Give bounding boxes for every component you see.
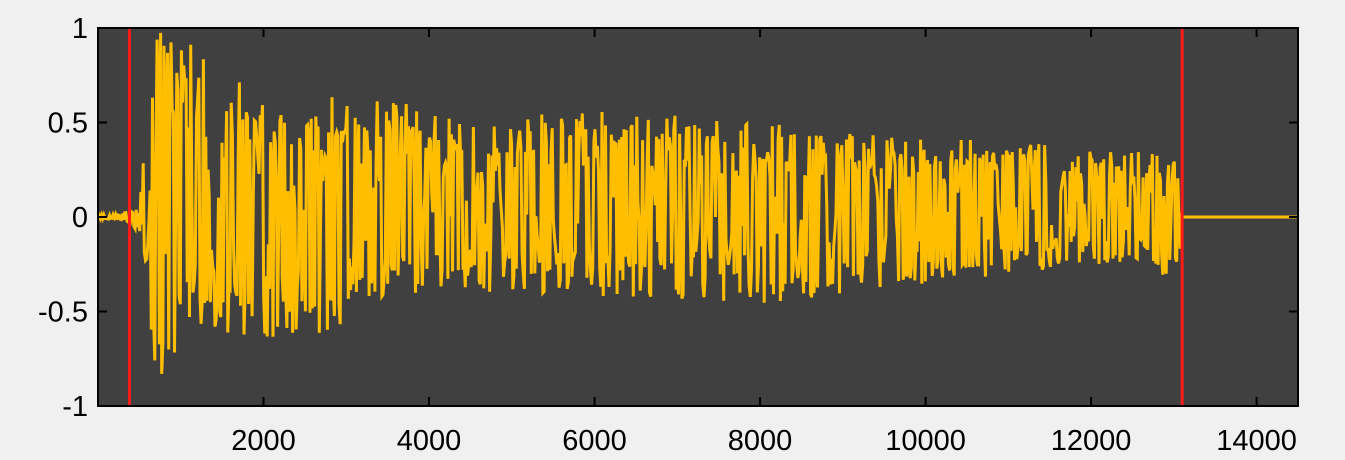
y-tick-label: 0.5 [48,108,88,140]
x-tick-label: 10000 [885,425,966,457]
x-axis-tick-labels: 2000 4000 6000 8000 10000 12000 14000 [231,425,1297,457]
y-tick-label: 0 [72,202,88,234]
y-tick-label: -0.5 [38,297,88,329]
plot-frame [97,27,1299,407]
x-tick-label: 8000 [728,425,793,457]
waveform-series [98,32,1298,374]
x-tick-label: 2000 [231,425,296,457]
x-tick-label: 4000 [397,425,462,457]
y-axis-tick-labels: 1 0.5 0 -0.5 -1 [38,13,88,423]
y-tick-label: 1 [72,13,88,45]
x-tick-label: 12000 [1051,425,1132,457]
vertical-markers [127,28,1184,406]
y-tick-label: -1 [62,391,88,423]
x-tick-label: 6000 [562,425,627,457]
x-tick-label: 14000 [1216,425,1297,457]
waveform-line-0 [98,32,1298,374]
